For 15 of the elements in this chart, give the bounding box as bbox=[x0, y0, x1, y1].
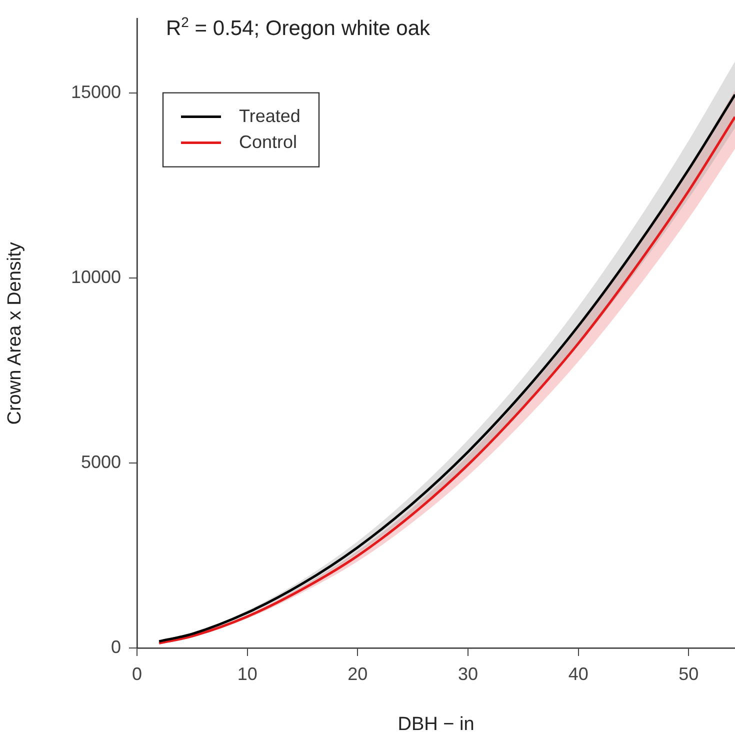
x-axis-title: DBH − in bbox=[398, 714, 474, 735]
y-tick-label: 15000 bbox=[70, 82, 121, 102]
x-tick-label: 50 bbox=[678, 664, 699, 684]
x-tick-label: 20 bbox=[348, 664, 368, 684]
legend-label: Control bbox=[239, 132, 298, 152]
legend-label: Treated bbox=[239, 106, 300, 126]
x-tick-label: 0 bbox=[132, 664, 142, 684]
y-tick-label: 10000 bbox=[70, 266, 121, 287]
chart-title: R$^{2}$ = 0.54; Oregon white oak bbox=[166, 14, 430, 41]
x-tick-label: 30 bbox=[458, 664, 478, 684]
y-axis-title: Crown Area x Density bbox=[4, 242, 26, 425]
x-tick-label: 10 bbox=[237, 664, 258, 684]
y-tick-label: 5000 bbox=[80, 452, 121, 472]
y-tick-label: 0 bbox=[110, 636, 121, 657]
x-tick-label: 40 bbox=[568, 664, 588, 684]
